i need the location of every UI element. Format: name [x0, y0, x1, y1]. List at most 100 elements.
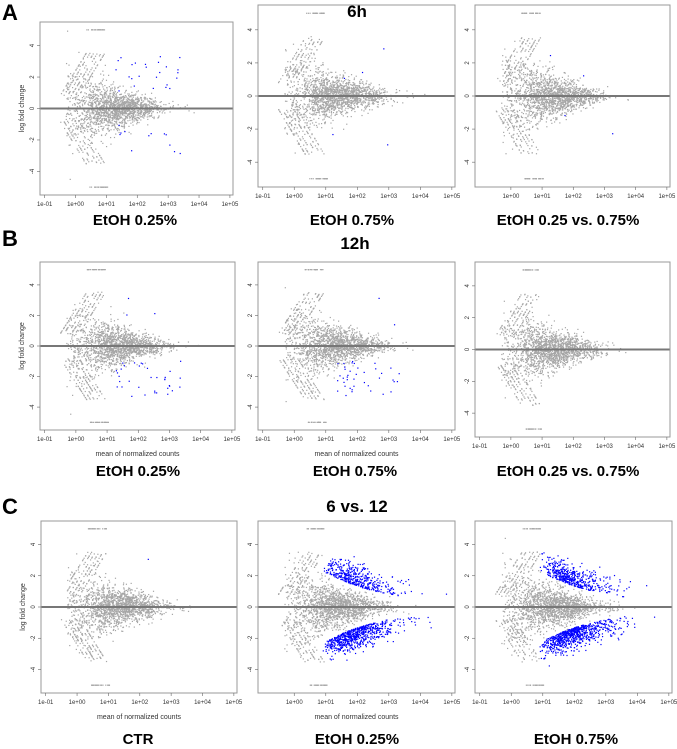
data-point [123, 122, 126, 124]
data-point [114, 96, 117, 98]
data-point [117, 128, 119, 130]
data-point [140, 99, 143, 101]
data-point [304, 92, 306, 94]
data-point [551, 122, 553, 124]
data-point [327, 102, 329, 104]
data-point [66, 132, 69, 134]
data-point [91, 148, 93, 151]
data-point [595, 96, 597, 98]
data-point [320, 148, 322, 150]
data-point [330, 85, 333, 88]
data-point [313, 88, 315, 91]
data-point [507, 84, 509, 86]
data-point [407, 96, 409, 98]
data-point [94, 67, 97, 69]
data-point [132, 112, 135, 114]
data-point [130, 102, 132, 105]
data-point [292, 86, 294, 88]
data-point [101, 98, 103, 100]
data-point [395, 89, 398, 91]
data-point [101, 128, 103, 130]
data-point [121, 103, 123, 105]
data-point [336, 75, 338, 77]
data-point [82, 64, 84, 66]
data-point [564, 92, 566, 95]
data-point [506, 91, 509, 93]
x-tick-label: 1e+03 [160, 202, 178, 208]
data-point [147, 100, 149, 102]
data-point [119, 85, 121, 87]
data-point [580, 102, 582, 104]
data-point [96, 110, 99, 112]
data-point [115, 121, 117, 123]
data-point [91, 95, 94, 98]
data-point [314, 108, 316, 110]
data-point [146, 109, 149, 111]
data-point [360, 103, 362, 105]
data-point [121, 110, 123, 112]
data-point [346, 97, 348, 99]
data-point [164, 112, 166, 114]
data-point [353, 99, 355, 101]
data-point [75, 134, 77, 136]
data-point [96, 161, 98, 164]
data-point [78, 64, 80, 67]
data-point [74, 88, 76, 91]
data-point [85, 96, 87, 98]
data-point [83, 127, 85, 129]
data-point [549, 102, 551, 104]
data-point [136, 98, 138, 100]
data-point [73, 118, 75, 120]
data-point [99, 102, 101, 105]
data-point [383, 103, 385, 105]
data-point [99, 114, 101, 117]
data-point [575, 86, 577, 88]
data-point [134, 103, 136, 105]
data-point [311, 106, 313, 108]
data-point [98, 95, 100, 97]
data-point [301, 54, 304, 56]
data-point [101, 158, 103, 160]
data-point [83, 122, 85, 124]
data-point [134, 104, 136, 106]
data-point [327, 88, 329, 90]
data-point [80, 148, 82, 150]
data-point [126, 106, 129, 108]
data-point [124, 95, 127, 97]
data-point [319, 107, 322, 110]
data-point [326, 88, 328, 91]
data-point [102, 54, 104, 57]
data-point [105, 115, 107, 118]
data-point [110, 92, 112, 95]
data-point [518, 90, 520, 92]
data-point [78, 115, 80, 118]
data-point [535, 85, 537, 87]
data-point [106, 112, 108, 115]
data-point [329, 102, 332, 104]
data-point [558, 87, 560, 90]
data-point [79, 114, 81, 117]
data-point [315, 102, 317, 104]
data-point [342, 74, 344, 76]
data-point [112, 109, 115, 111]
data-point [165, 104, 167, 106]
data-point [145, 112, 148, 114]
data-point [324, 122, 326, 124]
data-point [363, 90, 366, 92]
data-point [329, 103, 331, 105]
data-point [536, 106, 538, 108]
data-point [337, 89, 339, 91]
data-point [322, 106, 324, 108]
data-point [529, 70, 531, 72]
data-point [571, 98, 573, 100]
data-point [535, 112, 538, 114]
data-point [111, 119, 113, 122]
data-point [144, 97, 146, 100]
data-point [360, 88, 362, 90]
data-point [71, 81, 73, 83]
data-point [292, 57, 294, 59]
data-point [298, 53, 300, 55]
data-point [163, 103, 165, 106]
data-point [528, 107, 531, 110]
data-point [540, 103, 542, 105]
